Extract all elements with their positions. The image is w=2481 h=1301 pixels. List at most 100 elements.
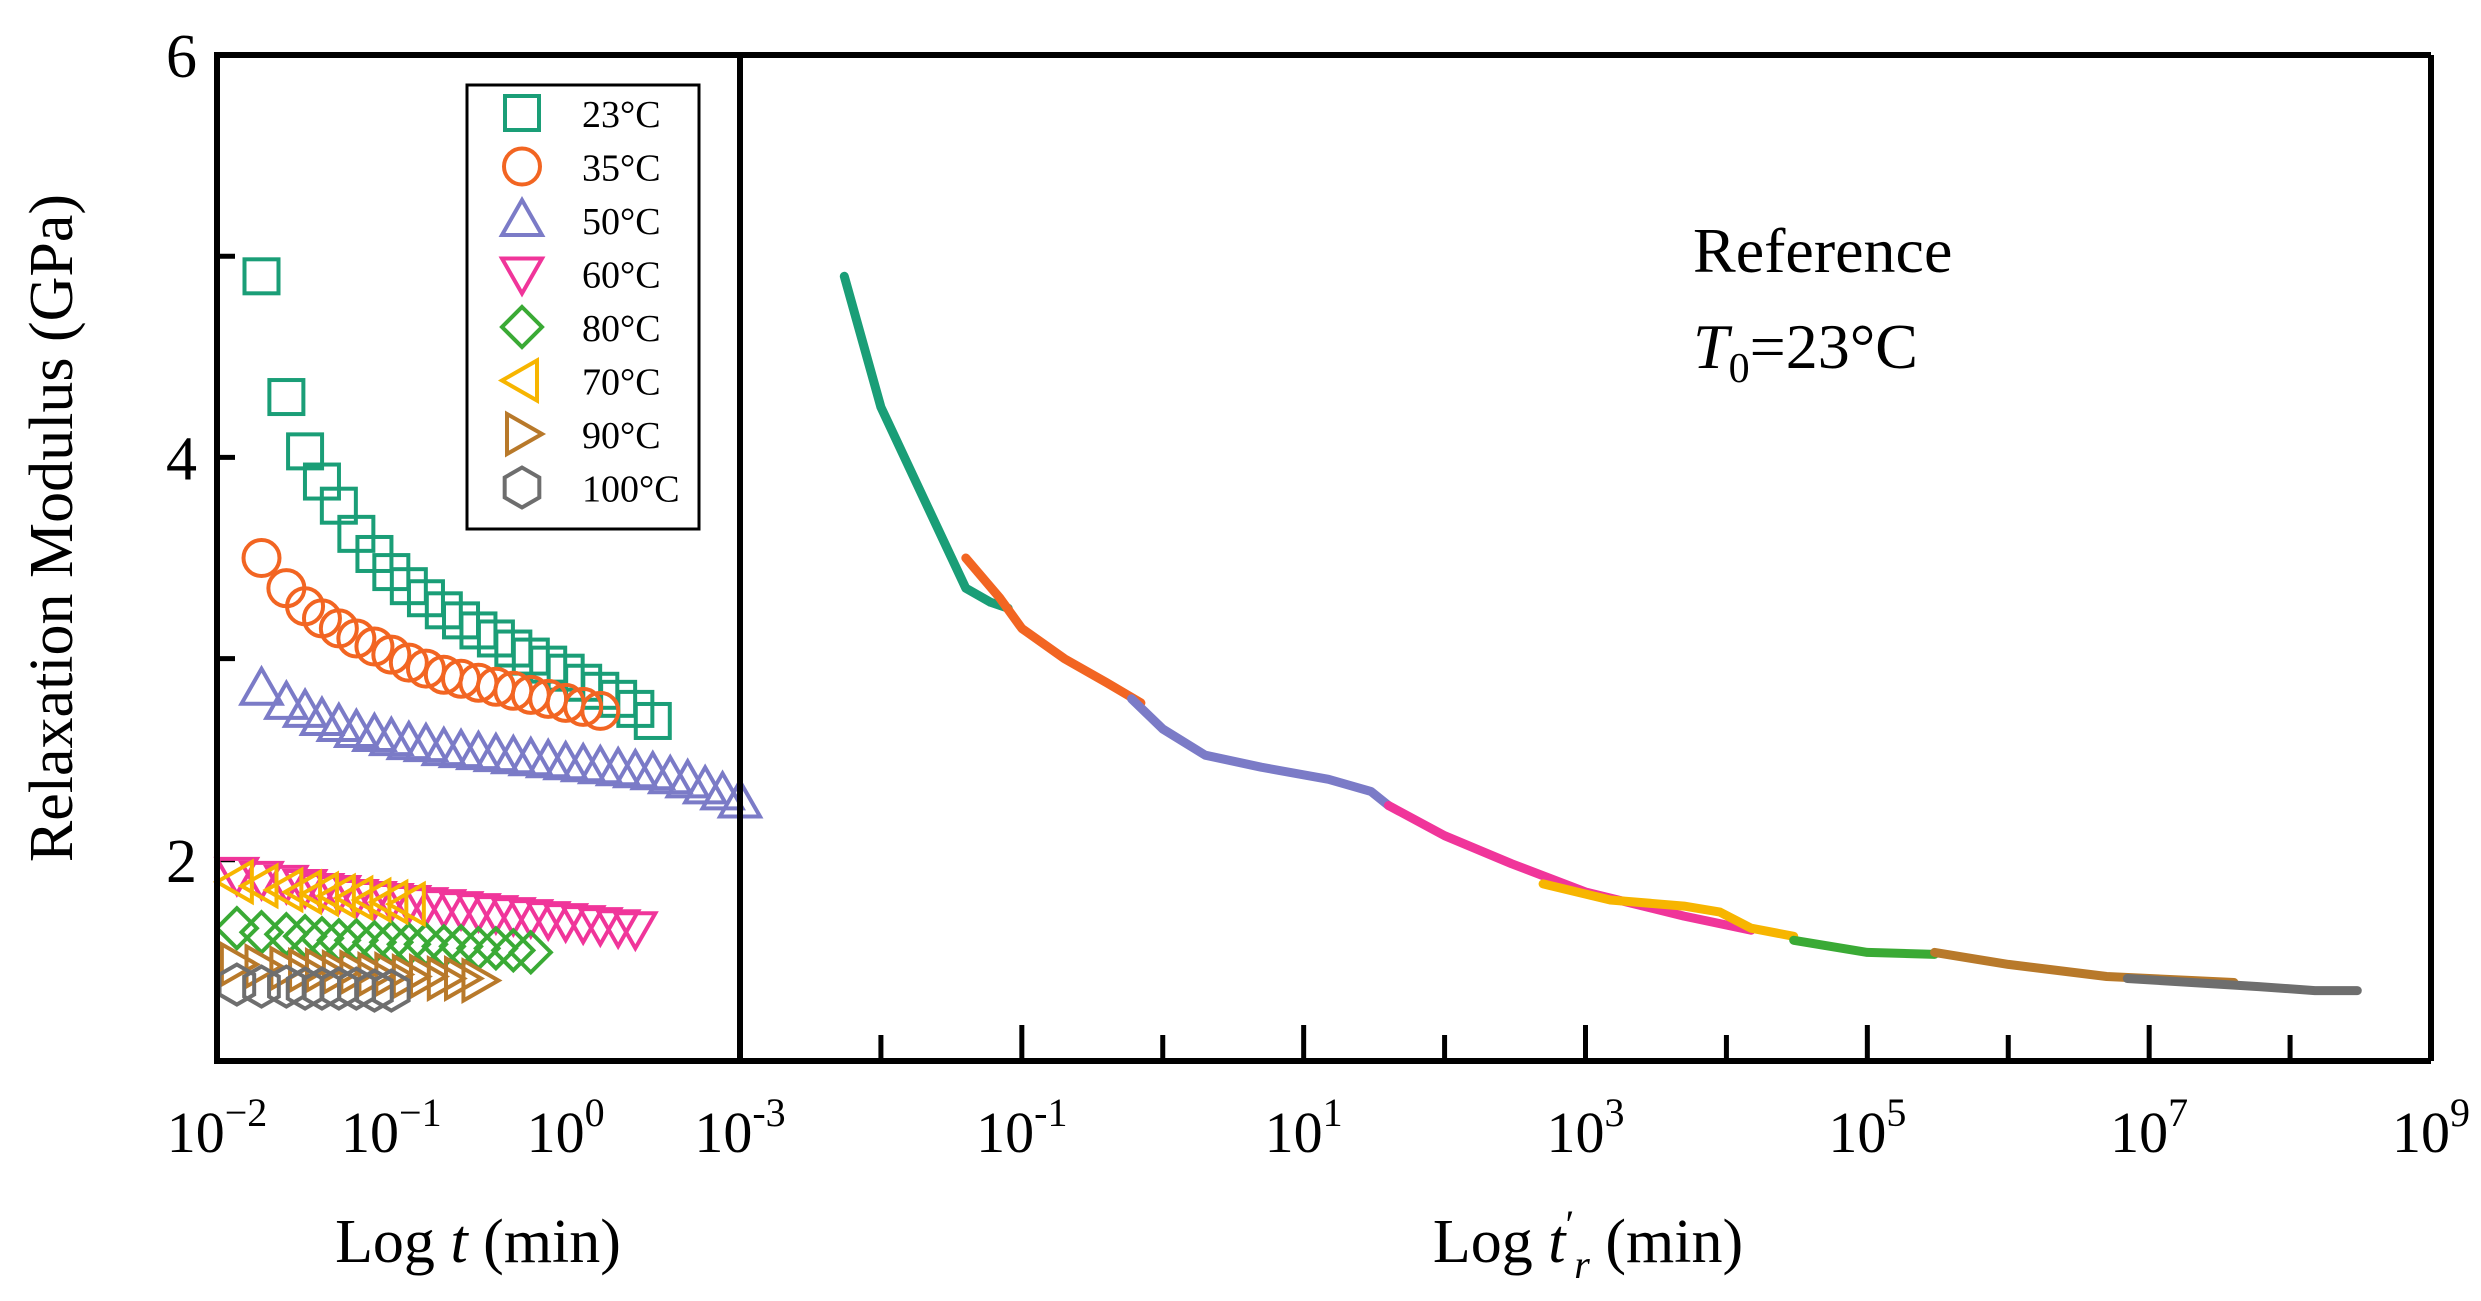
data-point — [336, 618, 377, 659]
data-point — [350, 881, 398, 923]
legend-label: 100°C — [582, 469, 680, 511]
tick-exponent: −2 — [225, 1090, 268, 1135]
tick-exponent: 3 — [1605, 1090, 1625, 1135]
data-point — [355, 968, 394, 1013]
legend-marker — [497, 357, 539, 404]
reference-label: Reference — [1693, 215, 1952, 286]
data-point — [332, 874, 374, 922]
right-x-tick-label: 101 — [1265, 1090, 1343, 1165]
legend-label: 35°C — [582, 148, 661, 190]
right-x-label-subscript: r — [1574, 1242, 1590, 1287]
tick-exponent: 7 — [2168, 1090, 2188, 1135]
left-x-tick-label: 10−1 — [341, 1090, 442, 1165]
master-curve-segment-50c — [1127, 694, 1393, 810]
legend-marker — [503, 94, 541, 132]
data-point — [384, 880, 426, 928]
tick-base: 10 — [1547, 1100, 1605, 1165]
data-point — [524, 901, 572, 943]
data-point — [244, 942, 286, 990]
data-point — [297, 870, 339, 918]
y-tick-label: 2 — [166, 828, 197, 896]
tick-base: 10 — [2392, 1100, 2450, 1165]
data-point — [372, 968, 411, 1013]
series-60c — [213, 856, 659, 953]
data-point — [262, 678, 310, 720]
tick-base: 10 — [341, 1100, 399, 1165]
left-x-tick-label: 100 — [527, 1090, 605, 1165]
data-point — [472, 895, 520, 937]
right-x-tick-label: 107 — [2110, 1090, 2188, 1165]
legend-label: 50°C — [582, 201, 661, 243]
tick-base: 10 — [167, 1100, 225, 1165]
data-point — [576, 907, 624, 949]
left-x-label-variable: t — [450, 1208, 469, 1276]
series-100c — [217, 962, 411, 1013]
data-point — [350, 876, 392, 924]
tick-base: 10 — [527, 1100, 585, 1165]
legend-label: 60°C — [582, 255, 661, 297]
series-50c — [238, 664, 764, 819]
y-axis-label: Relaxation Modulus (GPa) — [18, 194, 86, 862]
data-point — [461, 957, 503, 1004]
legend-marker — [502, 146, 542, 187]
master-curve-segment-70c — [1538, 879, 1799, 941]
data-point — [263, 911, 310, 958]
data-point — [385, 885, 433, 927]
data-point — [367, 878, 409, 926]
data-point — [580, 690, 621, 731]
reference-temperature-value: =23°C — [1750, 311, 1918, 382]
reference-temperature-symbol: T — [1693, 311, 1733, 382]
right-x-axis-label: Log t′r (min) — [1433, 1202, 1743, 1287]
data-point — [420, 889, 468, 931]
master-curve-segment-60c — [1384, 801, 1756, 935]
y-tick-label: 4 — [166, 425, 197, 493]
legend-marker — [498, 256, 546, 298]
data-point — [267, 964, 306, 1009]
tick-exponent: −1 — [399, 1090, 442, 1135]
left-x-label-prefix: Log — [335, 1208, 450, 1276]
master-curve-segment-80c — [1789, 935, 1940, 959]
legend-label: 70°C — [582, 362, 661, 404]
data-point — [507, 899, 555, 941]
right-x-label-prime: ′ — [1566, 1202, 1575, 1247]
data-point — [507, 929, 554, 976]
y-tick-label: 6 — [166, 23, 197, 91]
tick-exponent: -3 — [752, 1090, 785, 1135]
master-curve-segment-100c — [2122, 974, 2362, 996]
data-point — [281, 868, 323, 916]
data-point — [314, 872, 356, 920]
tick-exponent: 0 — [585, 1090, 605, 1135]
tick-exponent: 1 — [1323, 1090, 1343, 1135]
reference-temperature: T0=23°C — [1693, 311, 1918, 392]
reference-temperature-subscript: 0 — [1729, 346, 1750, 392]
data-point — [238, 664, 285, 706]
tick-exponent: 5 — [1886, 1090, 1906, 1135]
tick-base: 10 — [1265, 1100, 1323, 1165]
legend-marker — [499, 304, 545, 350]
data-point — [437, 891, 485, 933]
right-x-label-suffix: (min) — [1590, 1208, 1743, 1276]
tick-base: 10 — [1828, 1100, 1886, 1165]
data-point — [267, 378, 306, 417]
left-x-tick-label: 10−2 — [167, 1090, 268, 1165]
data-point — [563, 686, 604, 727]
data-point — [542, 903, 590, 945]
right-x-label-variable: t — [1548, 1208, 1567, 1276]
right-x-tick-label: 105 — [1828, 1090, 1906, 1165]
data-point — [219, 940, 261, 988]
master-curve-segment-23c — [839, 271, 1013, 613]
tick-base: 10 — [694, 1100, 752, 1165]
series-70c — [212, 858, 426, 928]
right-x-tick-label: 10-3 — [694, 1090, 785, 1165]
left-x-axis-label: Log t (min) — [335, 1208, 621, 1276]
data-point — [454, 893, 502, 935]
tick-base: 10 — [976, 1100, 1034, 1165]
data-point — [371, 634, 412, 675]
legend-label: 90°C — [582, 415, 661, 457]
master-curve-segment-35c — [961, 553, 1146, 708]
data-point — [490, 927, 537, 974]
legend-marker — [502, 465, 542, 510]
